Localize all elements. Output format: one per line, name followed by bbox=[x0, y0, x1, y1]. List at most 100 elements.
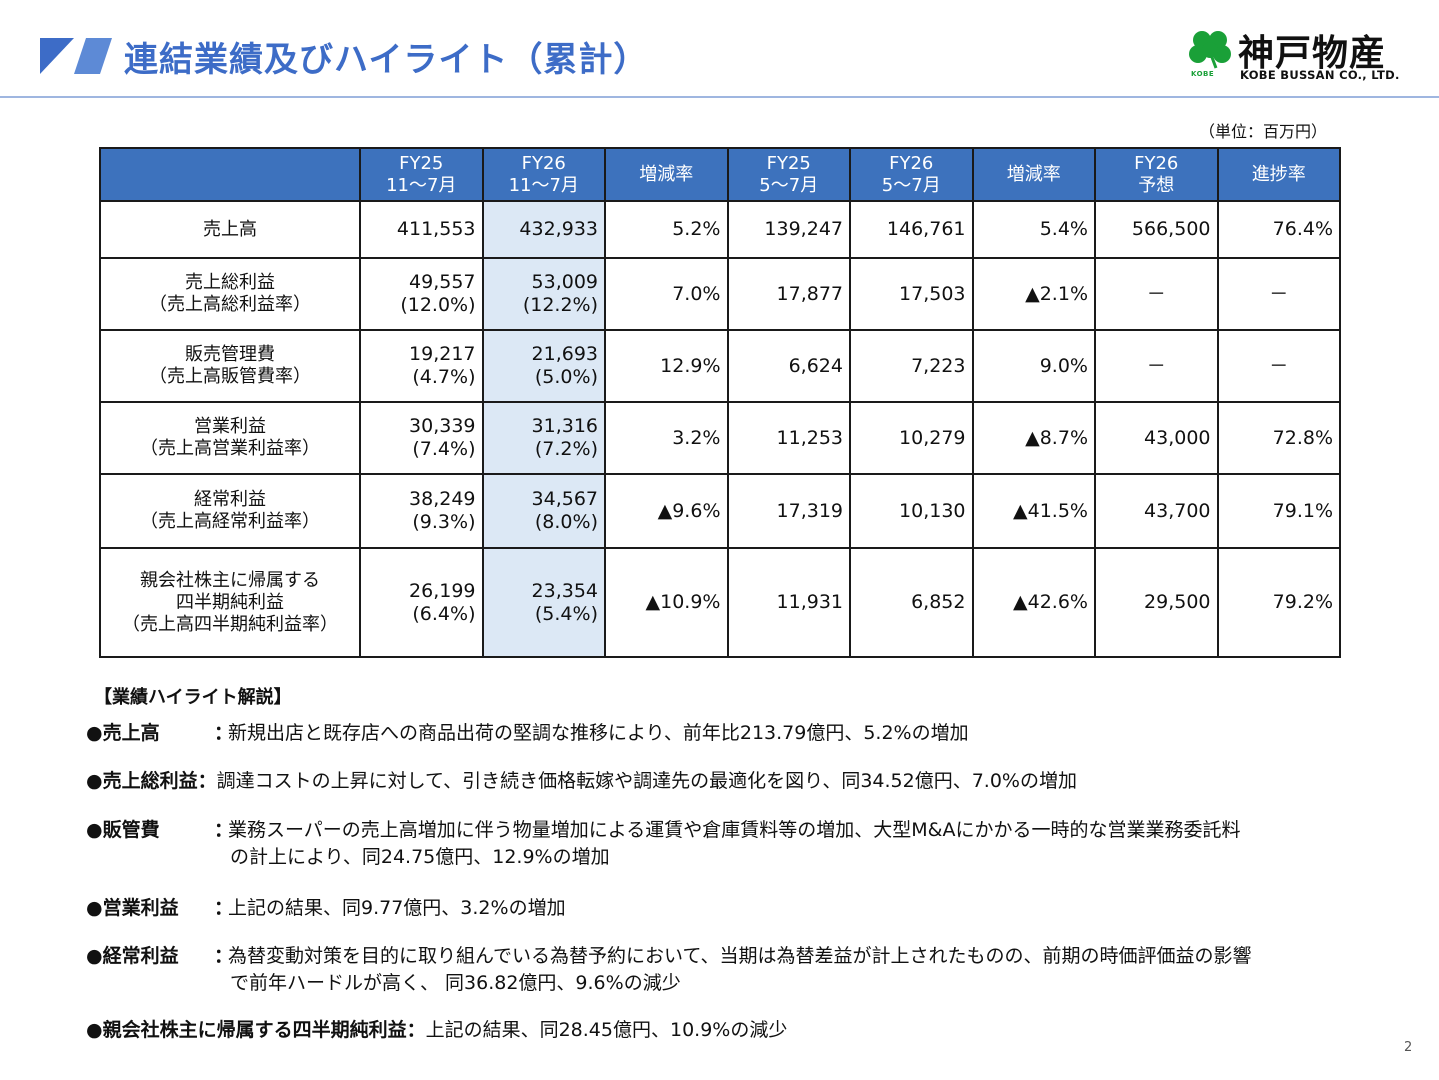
column-header: FY26 予想 bbox=[1094, 147, 1219, 202]
cell-value: (5.0%) bbox=[534, 366, 598, 388]
table-cell: ▲2.1% bbox=[971, 257, 1096, 331]
highlight-text-continued: の計上により、同24.75億円、12.9%の増加 bbox=[230, 846, 610, 868]
highlight-heading: ●売上高 bbox=[86, 722, 160, 744]
cell-value: ▲9.6% bbox=[657, 499, 721, 522]
table-cell: 12.9% bbox=[604, 329, 729, 403]
table-cell: － bbox=[1216, 257, 1341, 331]
column-header-line: FY26 bbox=[1134, 152, 1179, 174]
table-cell: 17,503 bbox=[849, 257, 974, 331]
column-header-line: 進捗率 bbox=[1251, 163, 1306, 185]
table-row: 営業利益 （売上高営業利益率） 30,339 (7.4%) 31,316 (7.2%) 3.… bbox=[99, 401, 1341, 475]
table-cell: 7,223 bbox=[849, 329, 974, 403]
cell-value: (9.3%) bbox=[412, 511, 476, 533]
logo-company-subtitle: KOBE BUSSAN CO., LTD. bbox=[1240, 68, 1400, 82]
table-cell: 6,852 bbox=[849, 547, 974, 658]
table-cell: 11,253 bbox=[726, 401, 851, 475]
cell-value: ▲42.6% bbox=[1013, 591, 1088, 613]
row-label-line: （売上高営業利益率） bbox=[140, 438, 320, 459]
cell-value: (12.2%) bbox=[522, 294, 598, 316]
table-cell: ▲10.9% bbox=[604, 547, 729, 658]
table-row: 販売管理費 （売上高販管費率） 19,217 (4.7%) 21,693 (5.0%) 12… bbox=[99, 329, 1341, 403]
row-label-line: （売上高四半期純利益率） bbox=[122, 613, 338, 635]
cell-value: 49,557 bbox=[409, 271, 476, 293]
table-cell: 72.8% bbox=[1216, 401, 1341, 475]
cell-value: 79.2% bbox=[1272, 591, 1333, 613]
table-row: 経常利益 （売上高経常利益率） 38,249 (9.3%) 34,567 (8.0%) ▲9… bbox=[99, 473, 1341, 549]
cell-value: 26,199 bbox=[409, 579, 476, 602]
table-cell: ▲9.6% bbox=[604, 473, 729, 549]
column-header-line: 予想 bbox=[1138, 174, 1175, 196]
table-cell: 5.4% bbox=[971, 200, 1096, 259]
table-cell: 29,500 bbox=[1094, 547, 1219, 658]
cell-value: 11,931 bbox=[776, 591, 843, 613]
highlights-title: 【業績ハイライト解説】 bbox=[94, 687, 292, 708]
cell-value: 19,217 bbox=[409, 343, 476, 365]
logo-company-name: 神戸物産 bbox=[1238, 33, 1387, 74]
cell-value: (12.0%) bbox=[400, 294, 476, 316]
table-cell: 38,249 (9.3%) bbox=[359, 473, 484, 549]
cell-value: ▲8.7% bbox=[1025, 426, 1088, 449]
cell-value: 17,503 bbox=[899, 282, 966, 305]
table-cell: 79.2% bbox=[1216, 547, 1341, 658]
cell-value: 72.8% bbox=[1272, 426, 1333, 449]
row-label-line: （売上高販管費率） bbox=[149, 366, 311, 387]
column-header-line: 5～7月 bbox=[881, 174, 941, 196]
table-cell: 17,319 bbox=[726, 473, 851, 549]
column-header: 進捗率 bbox=[1216, 147, 1341, 202]
highlight-colon: ： bbox=[214, 722, 234, 744]
table-cell: ▲42.6% bbox=[971, 547, 1096, 658]
table-cell: 6,624 bbox=[726, 329, 851, 403]
page-title: 連結業績及びハイライト（累計） bbox=[124, 40, 649, 80]
cell-value: 5.4% bbox=[1039, 218, 1088, 240]
table-row: 親会社株主に帰属する 四半期純利益 （売上高四半期純利益率） 26,199 (6.4%)… bbox=[99, 547, 1341, 658]
cell-value: 12.9% bbox=[660, 354, 721, 377]
table-cell: 10,130 bbox=[849, 473, 974, 549]
cell-value: 30,339 bbox=[409, 415, 476, 437]
table-header-row: FY25 11～7月 FY26 11～7月 増減率 FY25 5～7月 FY26 5～7月 増減率… bbox=[99, 147, 1341, 202]
table-cell: ▲8.7% bbox=[971, 401, 1096, 475]
table-cell: 30,339 (7.4%) bbox=[359, 401, 484, 475]
table-cell: 146,761 bbox=[849, 200, 974, 259]
cell-value: 432,933 bbox=[519, 218, 598, 240]
cell-value: 21,693 bbox=[531, 343, 598, 365]
cell-value: ▲10.9% bbox=[645, 591, 721, 613]
cell-value: 5.2% bbox=[672, 218, 721, 240]
cell-value: 76.4% bbox=[1272, 218, 1333, 240]
row-label: 営業利益 （売上高営業利益率） bbox=[99, 401, 361, 475]
cell-value: 6,624 bbox=[788, 354, 843, 377]
cell-value: (6.4%) bbox=[412, 602, 476, 625]
highlight-heading: ●経常利益 bbox=[86, 945, 179, 967]
row-label: 売上高 bbox=[99, 200, 361, 259]
cell-value: (7.4%) bbox=[412, 438, 476, 460]
row-label-line: 売上高 bbox=[203, 218, 257, 240]
table-cell: 79.1% bbox=[1216, 473, 1341, 549]
highlight-text: 業務スーパーの売上高増加に伴う物量増加による運賃や倉庫賃料等の増加、大型M&Aに… bbox=[228, 819, 1241, 841]
cell-value: 17,319 bbox=[776, 499, 843, 522]
row-label-line: 親会社株主に帰属する bbox=[140, 569, 320, 591]
table-cell: 26,199 (6.4%) bbox=[359, 547, 484, 658]
table-cell: 3.2% bbox=[604, 401, 729, 475]
table-row: 売上総利益 （売上高総利益率） 49,557 (12.0%) 53,009 (12.2%)… bbox=[99, 257, 1341, 331]
row-label-line: （売上高経常利益率） bbox=[140, 511, 320, 532]
column-header: 増減率 bbox=[971, 147, 1096, 202]
row-label: 販売管理費 （売上高販管費率） bbox=[99, 329, 361, 403]
row-label-line: 売上総利益 bbox=[185, 272, 275, 293]
row-label: 経常利益 （売上高経常利益率） bbox=[99, 473, 361, 549]
cell-value: 79.1% bbox=[1272, 499, 1333, 522]
cell-value: 9.0% bbox=[1039, 354, 1088, 377]
title-bar: 連結業績及びハイライト（累計） KOBE 神戸物産 KOBE BUSSAN CO… bbox=[0, 0, 1439, 98]
table-cell: 7.0% bbox=[604, 257, 729, 331]
highlight-heading: ●親会社株主に帰属する四半期純利益： bbox=[86, 1019, 426, 1041]
highlight-colon: ： bbox=[214, 945, 234, 967]
highlight-line: ●売上総利益：調達コストの上昇に対して、引き続き価格転嫁や調達先の最適化を図り、… bbox=[86, 768, 1077, 794]
column-header-line: 11～7月 bbox=[508, 174, 579, 196]
table-cell: 49,557 (12.0%) bbox=[359, 257, 484, 331]
results-table: FY25 11～7月 FY26 11～7月 増減率 FY25 5～7月 FY26 5～7月 増減率… bbox=[99, 147, 1341, 658]
column-header-line: 増減率 bbox=[1006, 163, 1061, 185]
table-cell: 34,567 (8.0%) bbox=[481, 473, 606, 549]
column-header-line: 5～7月 bbox=[759, 174, 819, 196]
table-cell: 31,316 (7.2%) bbox=[481, 401, 606, 475]
table-cell: 17,877 bbox=[726, 257, 851, 331]
highlight-text: 新規出店と既存店への商品出荷の堅調な推移により、前年比213.79億円、5.2%… bbox=[228, 722, 969, 744]
cell-value: 566,500 bbox=[1131, 218, 1211, 240]
